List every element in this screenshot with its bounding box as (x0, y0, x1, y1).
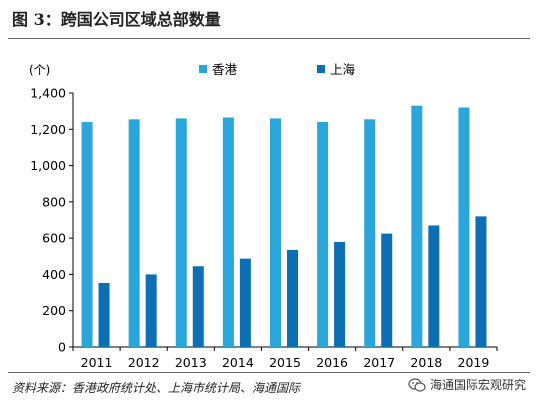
y-tick-label: 1,400 (30, 86, 66, 101)
y-axis-labels: 0 200 400 600 800 1,000 1,200 1,400 (30, 86, 66, 355)
top-divider (8, 38, 530, 39)
bar-sh-2011 (98, 282, 110, 347)
x-tick-label: 2017 (363, 355, 395, 370)
x-tick-label: 2013 (175, 355, 207, 370)
y-tick-label: 1,200 (30, 122, 66, 137)
bar-hk-2018 (411, 105, 423, 347)
bar-hk-2014 (222, 117, 234, 347)
bottom-divider (8, 372, 530, 373)
watermark: 海通国际宏观研究 (408, 376, 526, 393)
bar-hk-2012 (128, 119, 140, 347)
bar-sh-2017 (381, 233, 393, 347)
bar-sh-2018 (428, 225, 440, 347)
y-tick-label: 400 (42, 267, 66, 282)
bar-hk-2017 (364, 119, 376, 347)
legend-label: 香港 (212, 62, 238, 77)
x-tick-label: 2016 (316, 355, 348, 370)
y-tick-label: 200 (42, 303, 66, 318)
x-tick-label: 2011 (81, 355, 113, 370)
figure-title: 图 3：跨国公司区域总部数量 (12, 10, 221, 29)
bar-sh-2016 (334, 241, 346, 347)
y-tick-label: 1,000 (30, 158, 66, 173)
watermark-text: 海通国际宏观研究 (429, 378, 526, 392)
bars (81, 105, 487, 348)
bar-sh-2015 (287, 249, 298, 347)
bar-chart: (个) 香港 上海 2011 2012 2013 2014 2015 2016 2017 201… (29, 62, 498, 370)
bar-sh-2019 (475, 216, 487, 347)
bar-hk-2011 (81, 122, 93, 348)
axes (69, 92, 498, 351)
x-tick-label: 2015 (269, 355, 301, 370)
bar-hk-2016 (317, 122, 329, 348)
x-tick-label: 2012 (128, 355, 160, 370)
bar-hk-2019 (458, 107, 470, 347)
bar-sh-2013 (192, 266, 204, 347)
legend-swatch (199, 65, 207, 73)
bar-sh-2012 (145, 274, 157, 347)
bar-sh-2014 (239, 258, 251, 347)
y-tick-label: 800 (42, 194, 66, 209)
bar-hk-2013 (175, 118, 187, 348)
x-axis-labels: 2011 2012 2013 2014 2015 2016 2017 2018 2019 (81, 355, 490, 370)
legend-label: 上海 (330, 62, 356, 77)
x-tick-label: 2018 (410, 355, 442, 370)
source-note: 资料来源：香港政府统计处、上海市统计局、海通国际 (12, 381, 301, 395)
x-tick-label: 2014 (222, 355, 254, 370)
wechat-icon (408, 377, 426, 392)
y-unit-label: (个) (29, 63, 50, 77)
y-tick-label: 600 (42, 231, 66, 246)
legend: 香港 上海 (199, 62, 356, 77)
bar-hk-2015 (270, 118, 281, 348)
legend-swatch (317, 65, 325, 73)
y-tick-label: 0 (58, 340, 66, 355)
x-tick-label: 2019 (458, 355, 490, 370)
